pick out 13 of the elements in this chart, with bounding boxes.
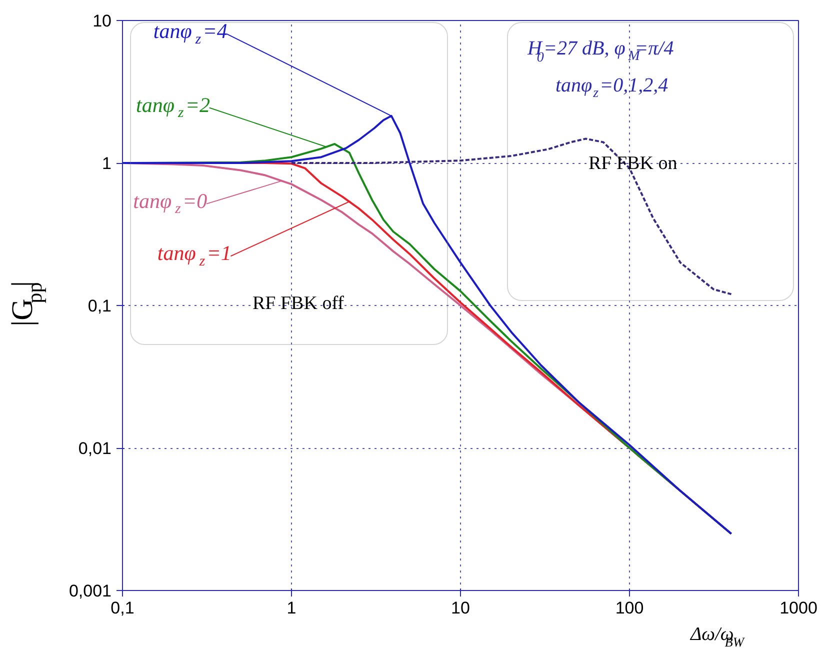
x-tick-label: 10 xyxy=(451,598,470,618)
x-tick-label: 100 xyxy=(615,598,644,618)
y-tick-label: 10 xyxy=(92,12,112,30)
y-tick-label: 0,01 xyxy=(78,439,112,458)
x-tick-label: 1000 xyxy=(780,598,818,618)
y-tick-label: 0,1 xyxy=(88,296,112,316)
x-axis-title: Δω/ωBW xyxy=(690,624,746,650)
x-tick-label: 0,1 xyxy=(110,598,134,618)
y-tick-label: 0,001 xyxy=(68,582,112,600)
annotation: RF FBK on xyxy=(588,153,678,174)
x-tick-label: 1 xyxy=(286,598,296,618)
y-tick-label: 1 xyxy=(102,154,112,173)
annotation: RF FBK off xyxy=(252,293,345,314)
